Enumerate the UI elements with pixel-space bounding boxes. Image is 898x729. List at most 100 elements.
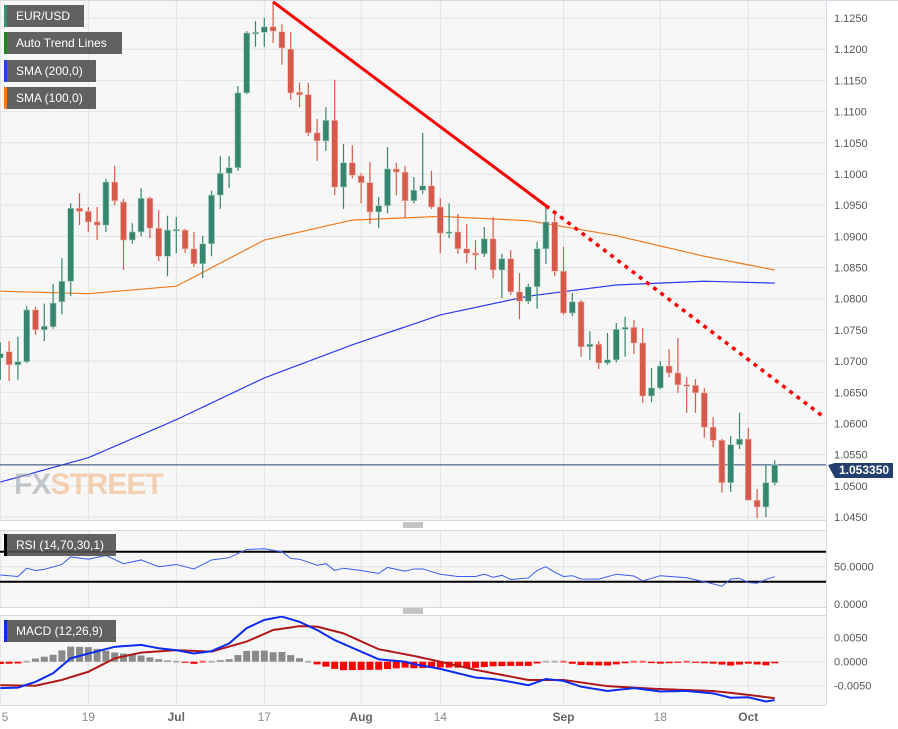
candle-up xyxy=(375,205,383,213)
candle-up xyxy=(322,119,330,142)
macd-histogram-bar xyxy=(296,658,303,662)
candle-down xyxy=(753,499,761,508)
candle-down xyxy=(709,426,717,441)
candle-up xyxy=(586,343,594,348)
candle-up xyxy=(173,229,180,232)
macd-histogram-bar xyxy=(401,661,409,668)
price-tick-label: 1.0450 xyxy=(834,512,868,524)
macd-histogram-bar xyxy=(533,661,541,664)
candle-down xyxy=(76,207,83,212)
date-tick-label: Aug xyxy=(349,710,372,724)
price-tick-label: 1.0500 xyxy=(834,481,868,493)
legend-trend-lines[interactable]: Auto Trend Lines xyxy=(4,32,122,54)
macd-histogram-bar xyxy=(340,661,347,671)
macd-histogram-bar xyxy=(463,661,471,668)
candle-up xyxy=(208,194,215,245)
macd-histogram-bar xyxy=(392,661,400,669)
legend-symbol[interactable]: EUR/USD xyxy=(4,5,84,27)
macd-histogram-bar xyxy=(216,660,224,662)
candle-up xyxy=(260,26,268,33)
macd-histogram-bar xyxy=(577,661,585,666)
legend-macd[interactable]: MACD (12,26,9) xyxy=(4,620,116,642)
rsi-line xyxy=(0,548,775,587)
macd-histogram-bar xyxy=(252,650,259,662)
legend-sma200-label: SMA (200,0) xyxy=(16,64,83,78)
macd-histogram-bar xyxy=(120,653,127,662)
resize-grip-rsi[interactable] xyxy=(403,522,423,528)
macd-histogram-bar xyxy=(181,661,189,663)
legend-color-swatch xyxy=(4,87,7,109)
macd-histogram-bar xyxy=(744,661,752,664)
macd-histogram-bar xyxy=(656,661,664,664)
macd-histogram-bar xyxy=(692,661,699,663)
macd-histogram-bar xyxy=(287,655,295,662)
legend-rsi[interactable]: RSI (14,70,30,1) xyxy=(4,534,116,556)
rsi-tick-label: 50.0000 xyxy=(834,562,874,574)
price-tick-label: 1.0600 xyxy=(834,418,868,430)
candle-up xyxy=(164,229,171,257)
price-tick-label: 1.1100 xyxy=(834,107,867,119)
candle-up xyxy=(58,280,66,303)
candle-down xyxy=(665,365,673,374)
macd-histogram-bar xyxy=(208,660,215,663)
watermark-fx: FX xyxy=(14,468,51,501)
resize-grip-macd[interactable] xyxy=(403,608,423,614)
date-tick-label: 18 xyxy=(654,710,668,724)
candle-down xyxy=(278,31,286,49)
candle-up xyxy=(102,181,110,226)
macd-histogram-bar xyxy=(58,650,66,662)
candle-up xyxy=(199,243,206,265)
candles xyxy=(0,1,779,519)
candle-up xyxy=(40,325,48,331)
macd-histogram-bar xyxy=(199,660,206,663)
candle-down xyxy=(630,327,638,344)
macd-histogram-bar xyxy=(771,661,779,664)
candle-up xyxy=(621,327,629,330)
candle-up xyxy=(243,32,250,94)
candle-down xyxy=(155,227,162,257)
macd-histogram-bar xyxy=(727,661,735,666)
candle-down xyxy=(560,270,567,314)
macd-histogram-bar xyxy=(49,654,57,662)
candle-down xyxy=(401,171,409,202)
candle-up xyxy=(656,365,664,389)
candle-up xyxy=(604,359,611,364)
candle-down xyxy=(683,384,691,387)
macd-histogram-bar xyxy=(173,660,180,663)
candle-up xyxy=(524,286,532,302)
trend-line[interactable] xyxy=(272,0,826,420)
macd-histogram-bar xyxy=(146,657,154,662)
candle-down xyxy=(551,221,559,272)
candle-up xyxy=(225,167,233,174)
candle-up xyxy=(49,302,57,328)
macd-histogram-bar xyxy=(128,654,136,662)
candle-down xyxy=(436,206,444,234)
candle-up xyxy=(252,32,259,35)
legend-sma100-label: SMA (100,0) xyxy=(16,91,83,105)
macd-histogram-bar xyxy=(648,661,655,664)
price-tick-label: 1.0900 xyxy=(834,231,868,243)
candle-down xyxy=(304,94,312,134)
candle-up xyxy=(612,328,620,361)
macd-histogram-bar xyxy=(507,661,515,666)
sma100-line xyxy=(0,215,775,295)
legend-color-swatch xyxy=(4,32,7,54)
trend-line-solid xyxy=(272,0,547,207)
candle-up xyxy=(384,168,391,207)
candle-down xyxy=(296,91,303,96)
macd-histogram-bar xyxy=(586,661,594,666)
legend-sma100[interactable]: SMA (100,0) xyxy=(4,87,96,109)
candle-up xyxy=(445,231,453,234)
candle-up xyxy=(67,207,74,282)
macd-histogram-bar xyxy=(560,660,567,663)
candle-down xyxy=(428,185,435,208)
legend-rsi-label: RSI (14,70,30,1) xyxy=(16,538,105,552)
candle-down xyxy=(454,231,462,250)
candle-up xyxy=(23,309,31,362)
candle-down xyxy=(516,291,523,302)
legend-sma200[interactable]: SMA (200,0) xyxy=(4,60,96,82)
candle-down xyxy=(181,229,189,250)
macd-histogram-bar xyxy=(331,661,339,669)
price-tick-label: 1.1050 xyxy=(834,138,868,150)
